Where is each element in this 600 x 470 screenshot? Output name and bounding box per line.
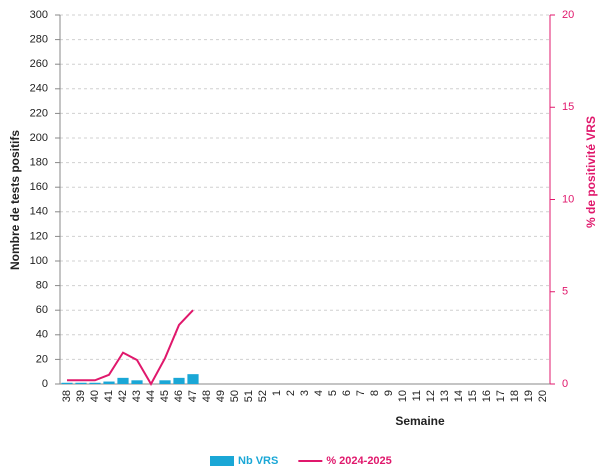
x-tick-label: 5 — [327, 390, 339, 396]
y-tick-label: 220 — [30, 107, 48, 119]
y-tick-label: 40 — [36, 329, 48, 341]
y-tick-label: 20 — [36, 353, 48, 365]
y-tick-label: 140 — [30, 206, 48, 218]
x-tick-label: 12 — [425, 390, 437, 402]
x-tick-label: 7 — [355, 390, 367, 396]
x-tick-label: 40 — [89, 390, 101, 402]
bar — [173, 377, 185, 384]
x-tick-label: 42 — [117, 390, 129, 402]
y2-tick-label: 15 — [562, 101, 574, 113]
y-tick-label: 260 — [30, 58, 48, 70]
x-tick-label: 14 — [453, 390, 465, 402]
y-tick-label: 180 — [30, 157, 48, 169]
bar — [75, 382, 87, 384]
y-tick-label: 300 — [30, 9, 48, 21]
x-tick-label: 17 — [495, 390, 507, 402]
x-tick-label: 16 — [481, 390, 493, 402]
x-tick-label: 46 — [173, 390, 185, 402]
x-tick-label: 43 — [131, 390, 143, 402]
legend-label: Nb VRS — [238, 455, 278, 467]
y-tick-label: 80 — [36, 280, 48, 292]
x-tick-label: 2 — [285, 390, 297, 396]
x-tick-label: 52 — [257, 390, 269, 402]
bar — [159, 380, 171, 384]
y-tick-label: 160 — [30, 181, 48, 193]
y-axis-title: Nombre de tests positifs — [8, 130, 22, 270]
legend-label: % 2024-2025 — [326, 455, 391, 467]
x-tick-label: 50 — [229, 390, 241, 402]
y2-tick-label: 5 — [562, 286, 568, 298]
legend-swatch — [210, 456, 234, 466]
bar — [131, 380, 143, 384]
y2-axis-title: % de positivité VRS — [584, 116, 598, 228]
line — [67, 309, 194, 387]
y-tick-label: 60 — [36, 304, 48, 316]
x-tick-label: 41 — [103, 390, 115, 402]
x-tick-label: 10 — [397, 390, 409, 402]
x-tick-label: 3 — [299, 390, 311, 396]
bar — [89, 382, 101, 384]
y-tick-label: 280 — [30, 34, 48, 46]
y-tick-label: 100 — [30, 255, 48, 267]
y-tick-label: 120 — [30, 230, 48, 242]
x-axis-title: Semaine — [395, 414, 445, 428]
x-tick-label: 19 — [523, 390, 535, 402]
x-tick-label: 15 — [467, 390, 479, 402]
y-tick-label: 240 — [30, 83, 48, 95]
x-tick-label: 47 — [187, 390, 199, 402]
y-tick-label: 200 — [30, 132, 48, 144]
x-tick-label: 8 — [369, 390, 381, 396]
x-tick-label: 51 — [243, 390, 255, 402]
bar — [61, 382, 73, 384]
y2-tick-label: 20 — [562, 9, 574, 21]
y2-tick-label: 0 — [562, 378, 568, 390]
x-tick-label: 1 — [271, 390, 283, 396]
bar — [187, 374, 199, 384]
x-tick-label: 13 — [439, 390, 451, 402]
x-tick-label: 49 — [215, 390, 227, 402]
y-tick-label: 0 — [42, 378, 48, 390]
y2-tick-label: 10 — [562, 193, 574, 205]
x-tick-label: 6 — [341, 390, 353, 396]
x-tick-label: 38 — [61, 390, 73, 402]
x-tick-label: 11 — [411, 390, 423, 401]
bar — [117, 377, 129, 384]
x-tick-label: 18 — [509, 390, 521, 402]
x-tick-label: 44 — [145, 390, 157, 402]
x-tick-label: 45 — [159, 390, 171, 402]
x-tick-label: 39 — [75, 390, 87, 402]
x-tick-label: 48 — [201, 390, 213, 402]
x-tick-label: 20 — [537, 390, 549, 402]
x-tick-label: 4 — [313, 390, 325, 396]
bar — [103, 381, 115, 384]
x-tick-label: 9 — [383, 390, 395, 396]
